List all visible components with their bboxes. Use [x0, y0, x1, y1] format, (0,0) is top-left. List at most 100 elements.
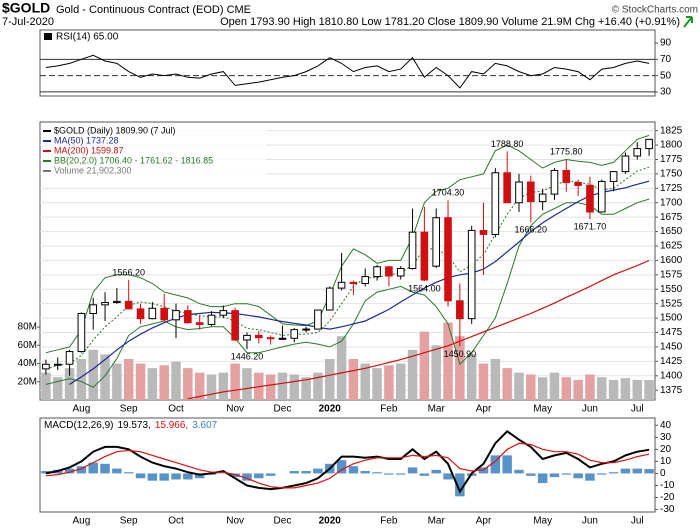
volume-bar: [632, 379, 642, 400]
histogram-bar: [147, 473, 158, 481]
rsi-line: [45, 54, 650, 89]
y-tick-label: 90: [660, 38, 672, 49]
candle-body: [385, 266, 393, 277]
candle-body: [337, 281, 346, 289]
volume-bar: [53, 377, 63, 400]
annotation: 1566.20: [112, 267, 145, 277]
histogram-bar: [537, 473, 548, 484]
volume-bar: [443, 322, 453, 400]
volume-bar: [348, 358, 359, 400]
bb-middle: [45, 166, 650, 370]
price-panel: 1375 1400 1425 1450 1475 1500 1525 1550 1575 1600…: [18, 125, 683, 415]
volume-bar: [478, 363, 489, 400]
y-tick-label: 30: [660, 432, 672, 443]
histogram-bar: [573, 473, 583, 479]
y-tick-label: 1575: [660, 269, 683, 280]
histogram-bar: [265, 473, 276, 476]
candle-body: [89, 304, 98, 314]
candle-body: [243, 334, 251, 341]
volume-bar: [336, 336, 347, 400]
histogram-bar: [431, 469, 441, 474]
candle-body: [491, 172, 500, 235]
candle-body: [136, 308, 145, 320]
volume-bar: [526, 374, 536, 400]
candle-body: [527, 181, 535, 203]
volume-bar: [372, 368, 382, 400]
volume-bar: [206, 374, 217, 400]
y-tick-label: 1800: [660, 140, 683, 151]
moving-average: [187, 259, 650, 400]
volume-bar: [620, 378, 631, 400]
annotation: 1666.20: [515, 225, 548, 235]
y-tick-label: 1425: [660, 356, 683, 367]
histogram-bar: [549, 473, 560, 478]
legend-label: BB(20,2.0) 1706.40 - 1761.62 - 1816.85: [54, 155, 213, 165]
legend-label: 15.966,: [155, 420, 188, 431]
volume-bar: [455, 336, 465, 400]
histogram-bar: [230, 473, 240, 478]
annotation: 1788.80: [491, 139, 524, 149]
symbol: $GOLD: [2, 0, 50, 16]
histogram-bar: [159, 473, 169, 481]
copyright: © StockCharts.com: [612, 5, 698, 16]
candle-body: [278, 337, 287, 340]
histogram-bar: [478, 467, 489, 474]
histogram-bar: [514, 469, 524, 474]
quote: Open 1793.90 High 1810.80 Low 1781.20 Cl…: [220, 16, 680, 28]
rsi-panel: 30 50 70 90: [40, 38, 672, 98]
legend-label: Volume 21,902,300: [54, 165, 132, 175]
histogram-bar: [41, 471, 51, 474]
histogram-bar: [608, 472, 619, 474]
y-tick-label: 40M: [18, 358, 37, 369]
volume-bar: [183, 368, 193, 400]
histogram-bar: [112, 468, 122, 474]
candle-body: [172, 310, 180, 321]
histogram-bar: [561, 473, 572, 475]
candle-body: [349, 281, 358, 284]
candle-body: [609, 171, 618, 182]
candle-body: [184, 310, 192, 324]
x-tick-label: Apr: [476, 516, 492, 527]
x-tick-label: Sep: [120, 404, 138, 415]
histogram-bar: [585, 473, 595, 481]
candle-body: [621, 155, 630, 173]
x-tick-label: Mar: [428, 516, 446, 527]
y-tick-label: 1450: [660, 342, 683, 353]
y-tick-label: 1725: [660, 183, 683, 194]
candle-body: [538, 193, 547, 203]
volume-bar: [573, 379, 583, 400]
volume-bar: [88, 349, 98, 400]
y-tick-label: 80M: [18, 322, 37, 333]
candle-body: [42, 363, 50, 370]
candle-body: [479, 229, 488, 235]
candle-body: [420, 231, 429, 281]
candle-body: [207, 314, 216, 325]
volume-bar: [407, 349, 418, 400]
y-tick-label: 50: [660, 70, 672, 81]
histogram-bar: [242, 473, 252, 481]
candle-body: [586, 184, 594, 213]
y-tick-label: 40: [660, 420, 672, 431]
histogram-bar: [597, 473, 607, 475]
y-tick-label: 70: [660, 54, 672, 65]
candle-body: [325, 287, 334, 311]
x-tick-label: Jul: [631, 404, 644, 415]
volume-bar: [384, 365, 394, 400]
histogram-bar: [455, 473, 465, 497]
volume-bar: [112, 363, 122, 400]
volume-bar: [608, 379, 619, 400]
volume-bar: [218, 372, 229, 400]
candle-body: [633, 148, 642, 157]
volume-bar: [159, 365, 169, 400]
histogram-bar: [100, 463, 110, 474]
candle-body: [266, 337, 275, 340]
x-tick-label: Feb: [380, 516, 398, 527]
y-tick-label: 1775: [660, 154, 683, 165]
volume-bar: [502, 368, 512, 400]
y-tick-label: -10: [660, 480, 675, 491]
volume-bar: [194, 372, 205, 400]
candle-body: [396, 267, 405, 277]
y-tick-label: 20: [660, 444, 672, 455]
